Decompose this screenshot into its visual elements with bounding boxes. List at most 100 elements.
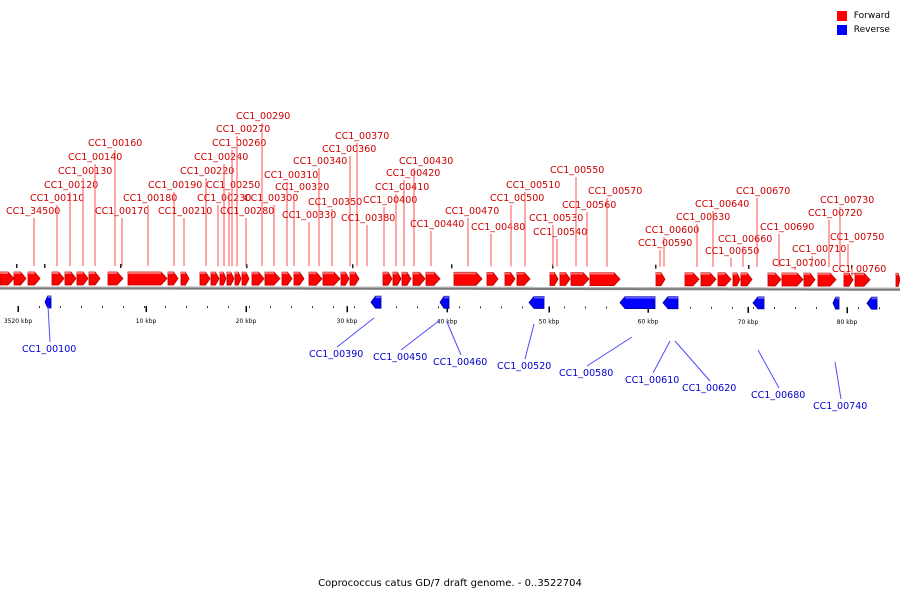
reverse-gene-label[interactable]: CC1_00450 xyxy=(373,352,427,363)
reverse-gene-label[interactable]: CC1_00680 xyxy=(751,390,805,401)
forward-gene-label[interactable]: CC1_00530 xyxy=(529,213,583,224)
forward-gene-label[interactable]: CC1_00110 xyxy=(30,193,84,204)
forward-gene-label[interactable]: CC1_00590 xyxy=(638,238,692,249)
forward-gene-arrow[interactable] xyxy=(264,271,281,286)
forward-gene-arrow[interactable] xyxy=(817,272,837,287)
reverse-gene-label[interactable]: CC1_00610 xyxy=(625,375,679,386)
forward-gene-label[interactable]: CC1_00430 xyxy=(399,156,453,167)
forward-gene-label[interactable]: CC1_00600 xyxy=(645,225,699,236)
forward-gene-label[interactable]: CC1_00660 xyxy=(718,234,772,245)
reverse-gene-arrow[interactable] xyxy=(832,296,840,310)
forward-gene-arrow[interactable] xyxy=(127,271,168,286)
forward-gene-label[interactable]: CC1_00560 xyxy=(562,200,616,211)
reverse-gene-arrow[interactable] xyxy=(370,295,382,309)
forward-gene-label[interactable]: CC1_00340 xyxy=(293,156,347,167)
forward-gene-label[interactable]: CC1_00400 xyxy=(363,195,417,206)
reverse-gene-arrow[interactable] xyxy=(44,295,52,309)
forward-gene-label[interactable]: CC1_00250 xyxy=(206,180,260,191)
forward-gene-label[interactable]: CC1_00270 xyxy=(216,124,270,135)
forward-gene-label[interactable]: CC1_00700 xyxy=(772,258,826,269)
reverse-gene-arrow[interactable] xyxy=(866,296,878,310)
reverse-gene-label[interactable]: CC1_00390 xyxy=(309,349,363,360)
forward-gene-arrow[interactable] xyxy=(700,272,717,287)
forward-gene-arrow[interactable] xyxy=(251,271,265,286)
forward-gene-label[interactable]: CC1_00290 xyxy=(236,111,290,122)
forward-gene-label[interactable]: CC1_00370 xyxy=(335,131,389,142)
forward-gene-arrow[interactable] xyxy=(51,271,65,286)
forward-gene-label[interactable]: CC1_00210 xyxy=(158,206,212,217)
forward-gene-label[interactable]: CC1_00540 xyxy=(533,227,587,238)
forward-gene-label[interactable]: CC1_00300 xyxy=(244,193,298,204)
forward-gene-label[interactable]: CC1_00640 xyxy=(695,199,749,210)
forward-gene-label[interactable]: CC1_00260 xyxy=(212,138,266,149)
forward-gene-label[interactable]: CC1_00190 xyxy=(148,180,202,191)
reverse-gene-label[interactable]: CC1_00460 xyxy=(433,357,487,368)
forward-gene-label[interactable]: CC1_00130 xyxy=(58,166,112,177)
forward-gene-arrow[interactable] xyxy=(13,271,27,286)
forward-gene-label[interactable]: CC1_00160 xyxy=(88,138,142,149)
reverse-gene-arrow[interactable] xyxy=(528,296,545,309)
forward-gene-label[interactable]: CC1_00220 xyxy=(180,166,234,177)
forward-gene-label[interactable]: CC1_00510 xyxy=(506,180,560,191)
forward-gene-arrow[interactable] xyxy=(382,271,393,286)
forward-gene-label[interactable]: CC1_00550 xyxy=(550,165,604,176)
forward-gene-label[interactable]: CC1_00760 xyxy=(832,264,886,275)
forward-gene-arrow[interactable] xyxy=(0,271,15,286)
forward-gene-label[interactable]: CC1_00330 xyxy=(282,210,336,221)
forward-gene-label[interactable]: CC1_00470 xyxy=(445,206,499,217)
forward-gene-label[interactable]: CC1_00240 xyxy=(194,152,248,163)
forward-gene-label[interactable]: CC1_00710 xyxy=(792,244,846,255)
forward-gene-label[interactable]: CC1_00480 xyxy=(471,222,525,233)
forward-gene-arrow[interactable] xyxy=(781,272,804,287)
reverse-gene-label[interactable]: CC1_00100 xyxy=(22,344,76,355)
forward-gene-label[interactable]: CC1_00570 xyxy=(588,186,642,197)
forward-gene-arrow[interactable] xyxy=(167,271,179,286)
forward-gene-arrow[interactable] xyxy=(717,272,732,287)
forward-gene-label[interactable]: CC1_34500 xyxy=(6,206,60,217)
reverse-gene-label[interactable]: CC1_00620 xyxy=(682,383,736,394)
forward-gene-arrow[interactable] xyxy=(27,271,41,286)
reverse-gene-arrow[interactable] xyxy=(752,296,765,310)
forward-gene-label[interactable]: CC1_00360 xyxy=(322,144,376,155)
forward-gene-label[interactable]: CC1_00630 xyxy=(676,212,730,223)
reverse-gene-label[interactable]: CC1_00520 xyxy=(497,361,551,372)
forward-gene-label[interactable]: CC1_00500 xyxy=(490,193,544,204)
forward-gene-label[interactable]: CC1_00750 xyxy=(830,232,884,243)
forward-gene-label[interactable]: CC1_00670 xyxy=(736,186,790,197)
forward-gene-label[interactable]: CC1_00120 xyxy=(44,180,98,191)
forward-gene-arrow[interactable] xyxy=(854,272,871,287)
forward-gene-arrow[interactable] xyxy=(453,271,483,286)
forward-gene-label[interactable]: CC1_00690 xyxy=(760,222,814,233)
forward-gene-label[interactable]: CC1_00420 xyxy=(386,168,440,179)
forward-gene-arrow[interactable] xyxy=(516,271,531,286)
forward-gene-arrow[interactable] xyxy=(559,272,571,286)
forward-gene-label[interactable]: CC1_00730 xyxy=(820,195,874,206)
forward-gene-label[interactable]: CC1_00180 xyxy=(123,193,177,204)
forward-gene-label[interactable]: CC1_00410 xyxy=(375,182,429,193)
forward-gene-arrow[interactable] xyxy=(895,272,900,287)
reverse-gene-label[interactable]: CC1_00740 xyxy=(813,401,867,412)
forward-gene-arrow[interactable] xyxy=(570,272,590,286)
forward-gene-label[interactable]: CC1_00320 xyxy=(275,182,329,193)
reverse-gene-arrow[interactable] xyxy=(662,296,679,310)
reverse-gene-label[interactable]: CC1_00580 xyxy=(559,368,613,379)
forward-gene-arrow[interactable] xyxy=(281,271,293,286)
forward-gene-arrow[interactable] xyxy=(88,271,101,286)
forward-gene-label[interactable]: CC1_00380 xyxy=(341,213,395,224)
forward-gene-label[interactable]: CC1_00720 xyxy=(808,208,862,219)
forward-gene-arrow[interactable] xyxy=(293,271,305,286)
forward-gene-label[interactable]: CC1_00650 xyxy=(705,246,759,257)
forward-gene-label[interactable]: CC1_00170 xyxy=(95,206,149,217)
forward-gene-label[interactable]: CC1_00350 xyxy=(308,197,362,208)
forward-gene-label[interactable]: CC1_00140 xyxy=(68,152,122,163)
forward-gene-arrow[interactable] xyxy=(76,271,89,286)
forward-gene-arrow[interactable] xyxy=(64,271,77,286)
forward-gene-label[interactable]: CC1_00310 xyxy=(264,170,318,181)
forward-gene-arrow[interactable] xyxy=(107,271,124,286)
forward-gene-arrow[interactable] xyxy=(504,271,516,286)
forward-gene-arrow[interactable] xyxy=(392,271,402,286)
forward-gene-label[interactable]: CC1_00280 xyxy=(220,206,274,217)
reverse-gene-arrow[interactable] xyxy=(619,296,656,310)
reverse-gene-arrow[interactable] xyxy=(439,295,450,309)
forward-gene-label[interactable]: CC1_00440 xyxy=(410,219,464,230)
